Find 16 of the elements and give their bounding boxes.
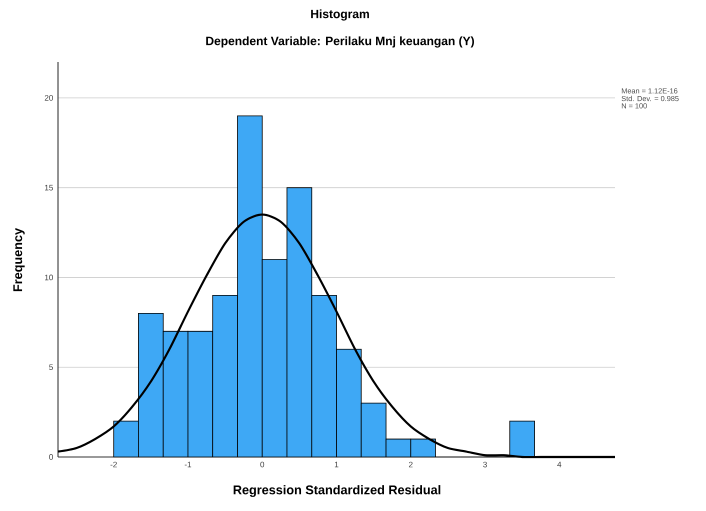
x-tick-label: 1 bbox=[334, 462, 338, 468]
x-tick-label: 3 bbox=[483, 462, 487, 468]
y-tick-label: 10 bbox=[45, 274, 53, 280]
x-axis-title: Regression Standardized Residual bbox=[234, 485, 440, 497]
chart-title: Histogram bbox=[311, 9, 369, 21]
y-axis-title: Frequency bbox=[13, 228, 25, 292]
y-tick-label: 5 bbox=[49, 364, 53, 370]
y-tick-label: 15 bbox=[45, 184, 53, 190]
y-tick-label: 20 bbox=[44, 95, 53, 101]
x-tick-label: -2 bbox=[110, 462, 117, 468]
chart-subtitle: Dependent Variable: Perilaku Mnj keuangan (Y) bbox=[206, 36, 474, 48]
x-tick-label: 0 bbox=[260, 462, 264, 468]
y-tick-label: 0 bbox=[49, 454, 53, 460]
x-tick-label: 4 bbox=[557, 462, 562, 468]
x-tick-label: 2 bbox=[408, 462, 413, 468]
x-tick-label: -1 bbox=[184, 462, 192, 468]
